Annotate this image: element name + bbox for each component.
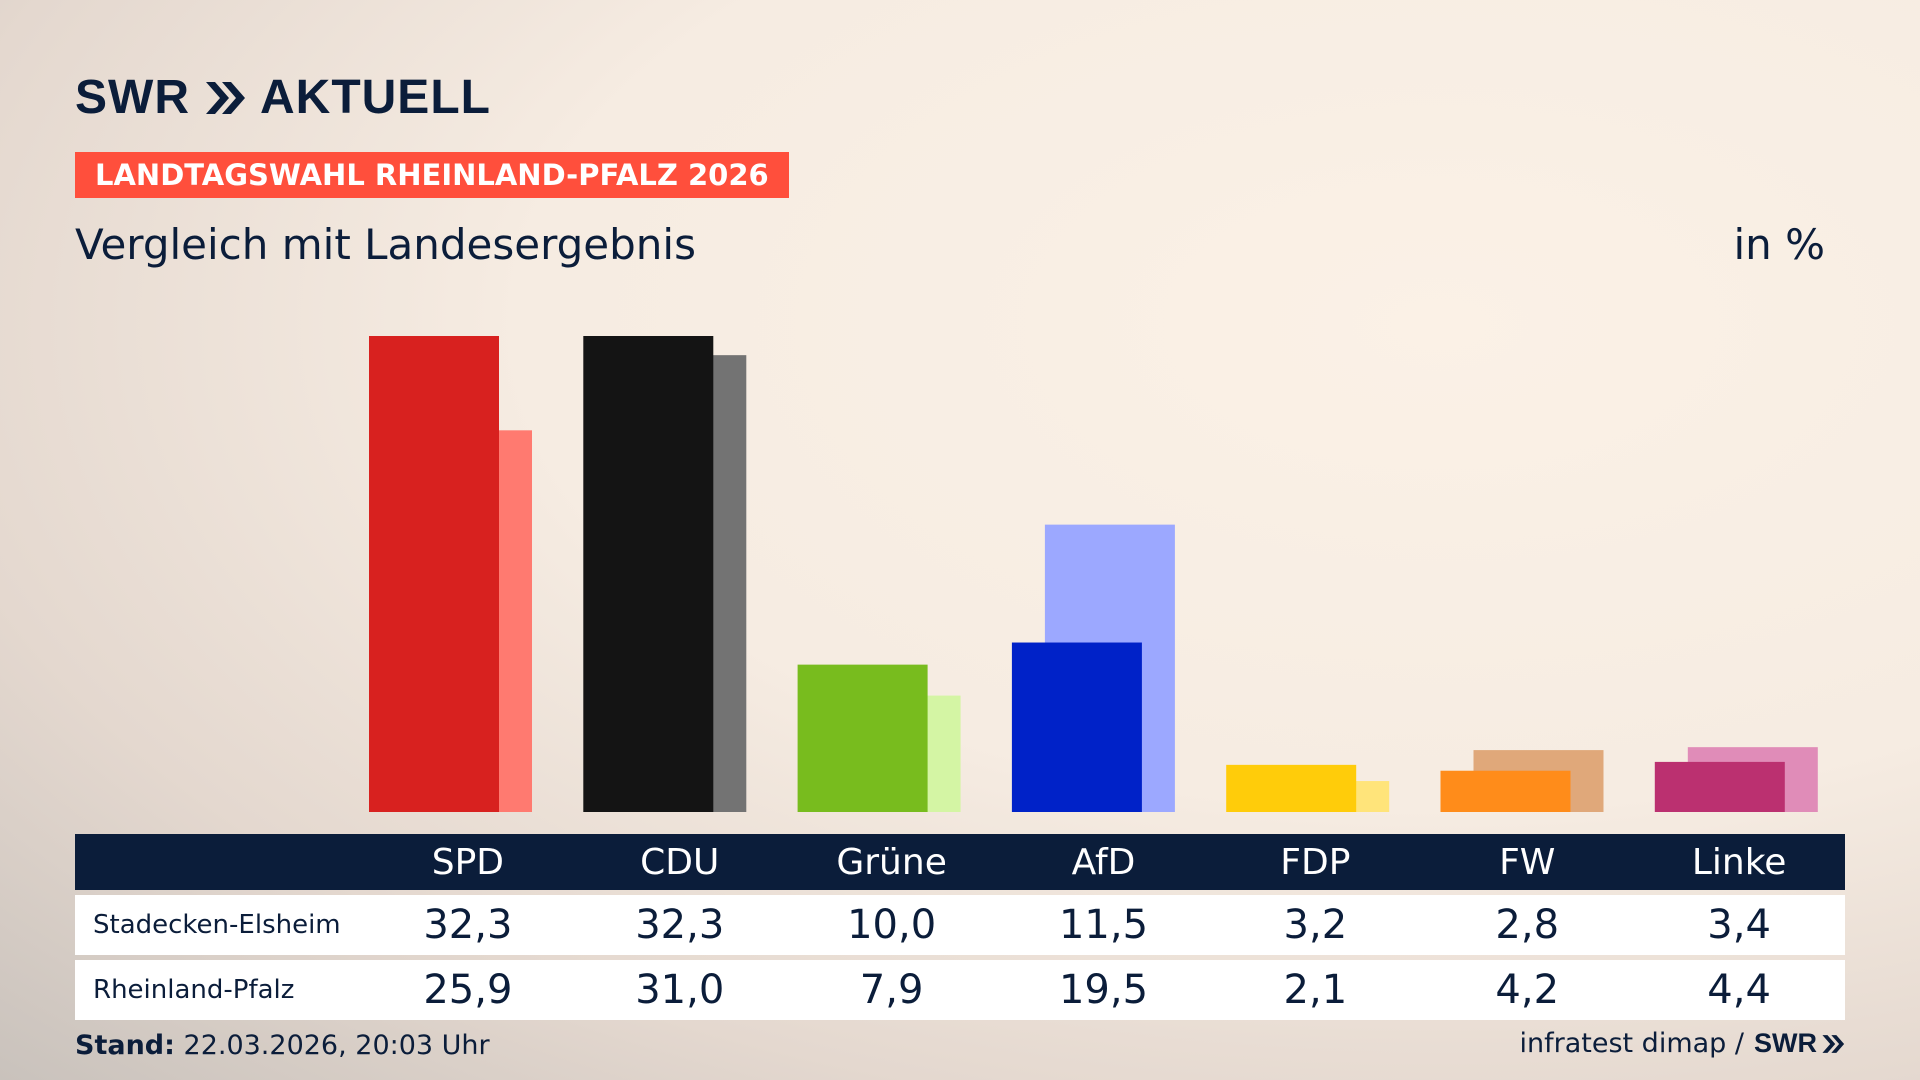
party-header-linke: Linke bbox=[1691, 841, 1787, 883]
chart-subtitle: Vergleich mit Landesergebnis bbox=[75, 220, 696, 269]
bar-local-fw bbox=[1440, 770, 1571, 812]
table-row-local: Stadecken-Elsheim 32,3 32,3 10,0 11,5 3,… bbox=[75, 895, 1845, 955]
value-local-afd: 11,5 bbox=[1058, 902, 1149, 948]
value-state-gruene: 7,9 bbox=[859, 967, 924, 1013]
unit-label: in % bbox=[1733, 220, 1825, 269]
kicker-banner: LANDTAGSWAHL RHEINLAND-PFALZ 2026 bbox=[75, 152, 789, 198]
bar-local-gruene bbox=[797, 664, 928, 812]
bar-chart bbox=[369, 336, 1818, 812]
timestamp: Stand: 22.03.2026, 20:03 Uhr bbox=[75, 1030, 490, 1061]
value-local-cdu: 32,3 bbox=[635, 902, 725, 948]
value-local-fw: 2,8 bbox=[1495, 902, 1560, 948]
double-chevron-icon bbox=[205, 81, 245, 114]
logo-aktuell-text: AKTUELL bbox=[259, 71, 491, 124]
party-header-cdu: CDU bbox=[640, 841, 720, 883]
swr-aktuell-logo: SWR AKTUELL bbox=[75, 70, 491, 125]
bar-local-spd bbox=[369, 336, 499, 812]
value-local-gruene: 10,0 bbox=[847, 902, 937, 948]
table-header-row: SPD CDU Grüne AfD FDP FW Linke bbox=[75, 834, 1845, 890]
logo-swr-text: SWR bbox=[75, 71, 190, 124]
value-local-fdp: 3,2 bbox=[1283, 902, 1348, 948]
mini-logo-text: SWR bbox=[1754, 1028, 1817, 1058]
bar-local-fdp bbox=[1226, 764, 1357, 812]
party-header-gruene: Grüne bbox=[836, 841, 947, 883]
bar-local-afd bbox=[1011, 642, 1142, 812]
double-chevron-icon bbox=[1822, 1034, 1845, 1053]
value-state-linke: 4,4 bbox=[1707, 967, 1771, 1013]
party-header-fw: FW bbox=[1499, 841, 1556, 883]
party-header-fdp: FDP bbox=[1280, 841, 1351, 883]
source-credit: infratest dimap / SWR bbox=[1519, 1028, 1845, 1059]
value-state-fdp: 2,1 bbox=[1283, 967, 1348, 1013]
value-state-spd: 25,9 bbox=[423, 967, 513, 1013]
source-text: infratest dimap / bbox=[1519, 1028, 1744, 1059]
row-label-local: Stadecken-Elsheim bbox=[93, 910, 341, 940]
party-header-afd: AfD bbox=[1071, 841, 1136, 883]
bar-local-cdu bbox=[583, 336, 714, 812]
row-label-state: Rheinland-Pfalz bbox=[93, 975, 295, 1005]
timestamp-value: 22.03.2026, 20:03 Uhr bbox=[183, 1030, 490, 1061]
party-header-spd: SPD bbox=[431, 841, 504, 883]
value-state-fw: 4,2 bbox=[1495, 967, 1560, 1013]
bar-local-linke bbox=[1654, 761, 1785, 812]
results-table: SPD CDU Grüne AfD FDP FW Linke Stadecken… bbox=[75, 834, 1845, 1020]
value-state-cdu: 31,0 bbox=[635, 967, 725, 1013]
value-state-afd: 19,5 bbox=[1058, 967, 1149, 1013]
value-local-spd: 32,3 bbox=[423, 902, 513, 948]
swr-mini-logo: SWR bbox=[1754, 1028, 1845, 1059]
timestamp-label: Stand: bbox=[75, 1030, 175, 1061]
table-row-state: Rheinland-Pfalz 25,9 31,0 7,9 19,5 2,1 4… bbox=[75, 960, 1845, 1020]
value-local-linke: 3,4 bbox=[1707, 902, 1771, 948]
